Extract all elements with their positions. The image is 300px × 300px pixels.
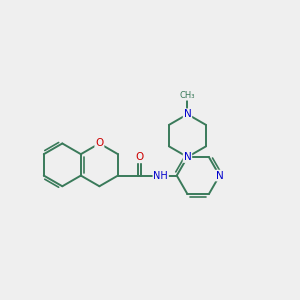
Text: O: O: [95, 139, 104, 148]
Text: O: O: [135, 152, 143, 162]
Text: NH: NH: [153, 171, 168, 181]
Text: CH₃: CH₃: [180, 91, 195, 100]
Text: N: N: [184, 152, 191, 162]
Text: N: N: [184, 109, 191, 119]
Text: N: N: [216, 171, 224, 181]
